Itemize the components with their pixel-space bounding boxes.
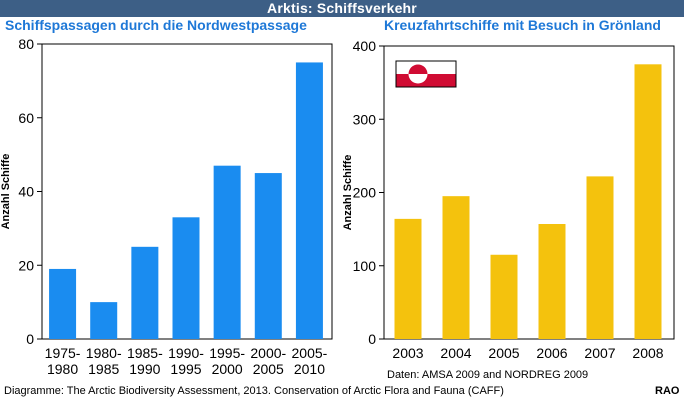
right-bar — [442, 196, 470, 339]
left-xtick-label: 1985- — [127, 345, 163, 361]
right-ytick-label: 400 — [353, 38, 377, 54]
left-ytick-label: 40 — [18, 184, 34, 200]
right-xtick-label: 2007 — [584, 345, 615, 361]
left-chart-title: Schiffspassagen durch die Nordwestpassag… — [5, 17, 307, 33]
right-xtick-label: 2005 — [488, 345, 519, 361]
left-ytick-label: 80 — [18, 36, 34, 52]
right-xtick-label: 2008 — [632, 345, 663, 361]
data-source-note: Daten: AMSA 2009 and NORDREG 2009 — [387, 369, 589, 381]
left-xtick-label: 2010 — [294, 361, 325, 377]
left-ytick-label: 0 — [26, 331, 34, 347]
left-ytick-label: 20 — [18, 257, 34, 273]
left-xtick-label: 1995 — [170, 361, 201, 377]
right-bar — [490, 254, 518, 339]
page-title: Arktis: Schiffsverkehr — [267, 0, 417, 16]
left-ylabel: Anzahl Schiffe — [0, 154, 12, 230]
groenland-cruise-bar-chart: 0 100 200 300 400 Anzahl Schiffe 2003 2004 2005 2… — [342, 38, 675, 361]
left-xtick-label: 2005- — [292, 345, 328, 361]
right-chart-title: Kreuzfahrtschiffe mit Besuch in Grönland — [384, 17, 661, 33]
left-bar — [172, 217, 200, 339]
left-bar — [254, 173, 282, 339]
left-bar — [90, 302, 118, 339]
right-bar — [586, 176, 614, 339]
left-bar — [213, 165, 241, 339]
flag-circle-bottom — [408, 74, 428, 84]
left-xtick-label: 1990 — [129, 361, 160, 377]
left-bar — [131, 246, 159, 339]
left-xtick-label: 2000 — [212, 361, 243, 377]
right-xtick-label: 2003 — [392, 345, 423, 361]
right-bar — [634, 64, 662, 339]
left-bar — [49, 268, 77, 339]
page-header: Arktis: Schiffsverkehr — [0, 0, 684, 17]
right-ytick-label: 100 — [353, 258, 377, 274]
right-bar — [538, 223, 566, 339]
right-ylabel: Anzahl Schiffe — [342, 155, 354, 231]
right-xtick-label: 2004 — [440, 345, 471, 361]
right-ytick-label: 300 — [353, 111, 377, 127]
right-bar — [394, 218, 422, 339]
left-xtick-label: 2000- — [250, 345, 286, 361]
left-xtick-label: 1980- — [86, 345, 122, 361]
left-xtick-label: 1980 — [47, 361, 78, 377]
author-credit: RAO — [655, 385, 680, 397]
diagram-credit: Diagramme: The Arctic Biodiversity Asses… — [4, 385, 504, 397]
right-ytick-label: 0 — [368, 331, 376, 347]
right-ytick-label: 200 — [353, 185, 377, 201]
left-xtick-label: 2005 — [253, 361, 284, 377]
right-plot-frame — [383, 45, 675, 340]
right-xtick-label: 2006 — [536, 345, 567, 361]
left-xtick-label: 1975- — [45, 345, 81, 361]
flag-circle-top — [408, 64, 428, 74]
greenland-flag-icon — [395, 60, 457, 88]
left-bar — [295, 62, 323, 339]
left-xtick-label: 1985 — [88, 361, 119, 377]
left-xtick-label: 1995- — [209, 345, 245, 361]
left-xtick-label: 1990- — [168, 345, 204, 361]
left-ytick-label: 60 — [18, 110, 34, 126]
